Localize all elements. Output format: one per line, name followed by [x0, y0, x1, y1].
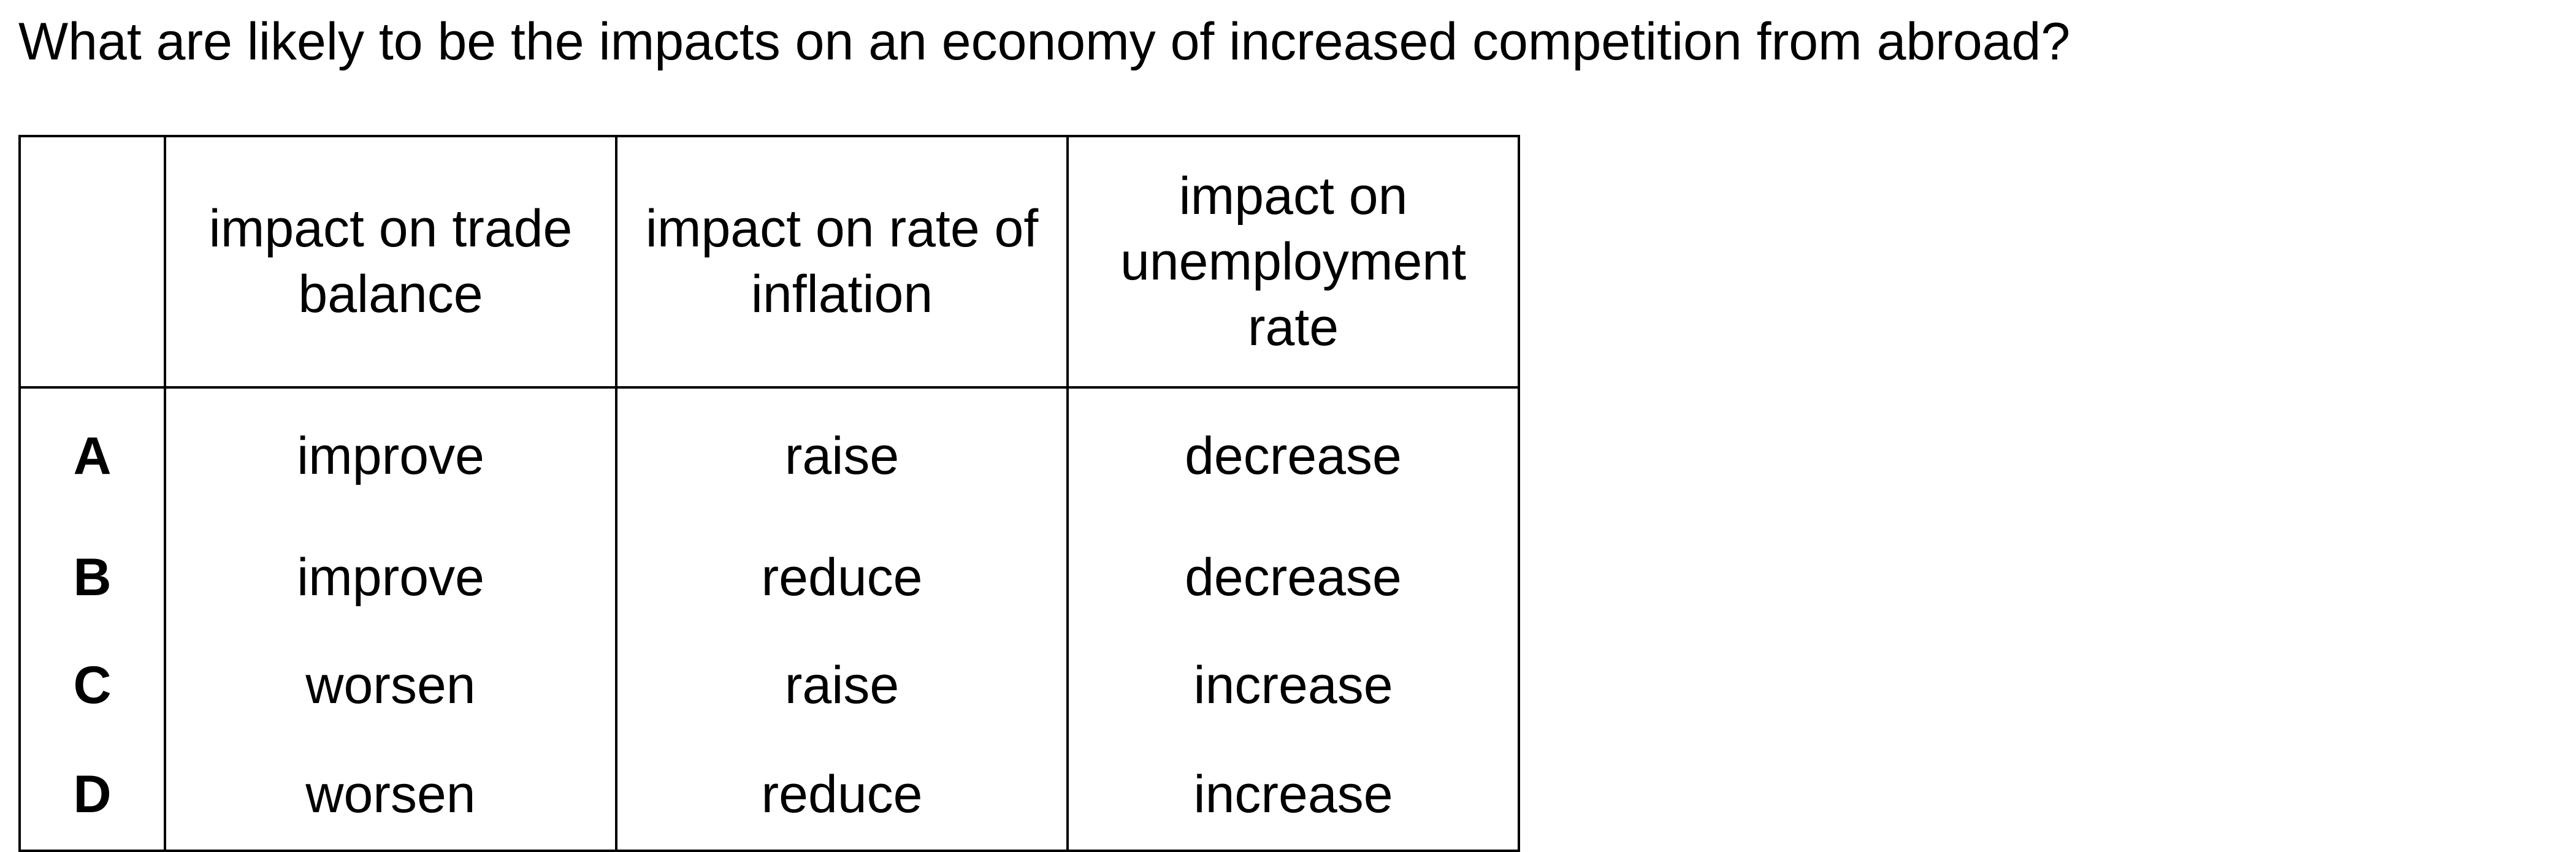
header-trade-balance: impact on trade balance — [164, 135, 617, 389]
cell-inflation: raise — [615, 631, 1069, 739]
header-inflation: impact on rate of inflation — [615, 135, 1069, 389]
option-key-d: D — [18, 739, 166, 852]
cell-inflation: reduce — [615, 523, 1069, 631]
cell-trade-balance: worsen — [164, 739, 617, 852]
cell-unemployment: decrease — [1066, 523, 1520, 631]
option-key-c: C — [18, 631, 166, 739]
cell-unemployment: decrease — [1066, 387, 1520, 523]
cell-trade-balance: improve — [164, 523, 617, 631]
cell-trade-balance: worsen — [164, 631, 617, 739]
header-option-key — [18, 135, 166, 389]
question-text: What are likely to be the impacts on an … — [18, 12, 2071, 71]
cell-inflation: reduce — [615, 739, 1069, 852]
options-table: impact on trade balance impact on rate o… — [18, 135, 1520, 852]
header-unemployment: impact on unemployment rate — [1066, 135, 1520, 389]
table-row-a: A improve raise decrease — [18, 387, 1520, 523]
table-row-d: D worsen reduce increase — [18, 739, 1520, 852]
option-key-b: B — [18, 523, 166, 631]
cell-unemployment: increase — [1066, 631, 1520, 739]
cell-trade-balance: improve — [164, 387, 617, 523]
cell-unemployment: increase — [1066, 739, 1520, 852]
table-row-b: B improve reduce decrease — [18, 523, 1520, 631]
cell-inflation: raise — [615, 387, 1069, 523]
option-key-a: A — [18, 387, 166, 523]
table-row-c: C worsen raise increase — [18, 631, 1520, 739]
table-header-row: impact on trade balance impact on rate o… — [18, 135, 1520, 389]
